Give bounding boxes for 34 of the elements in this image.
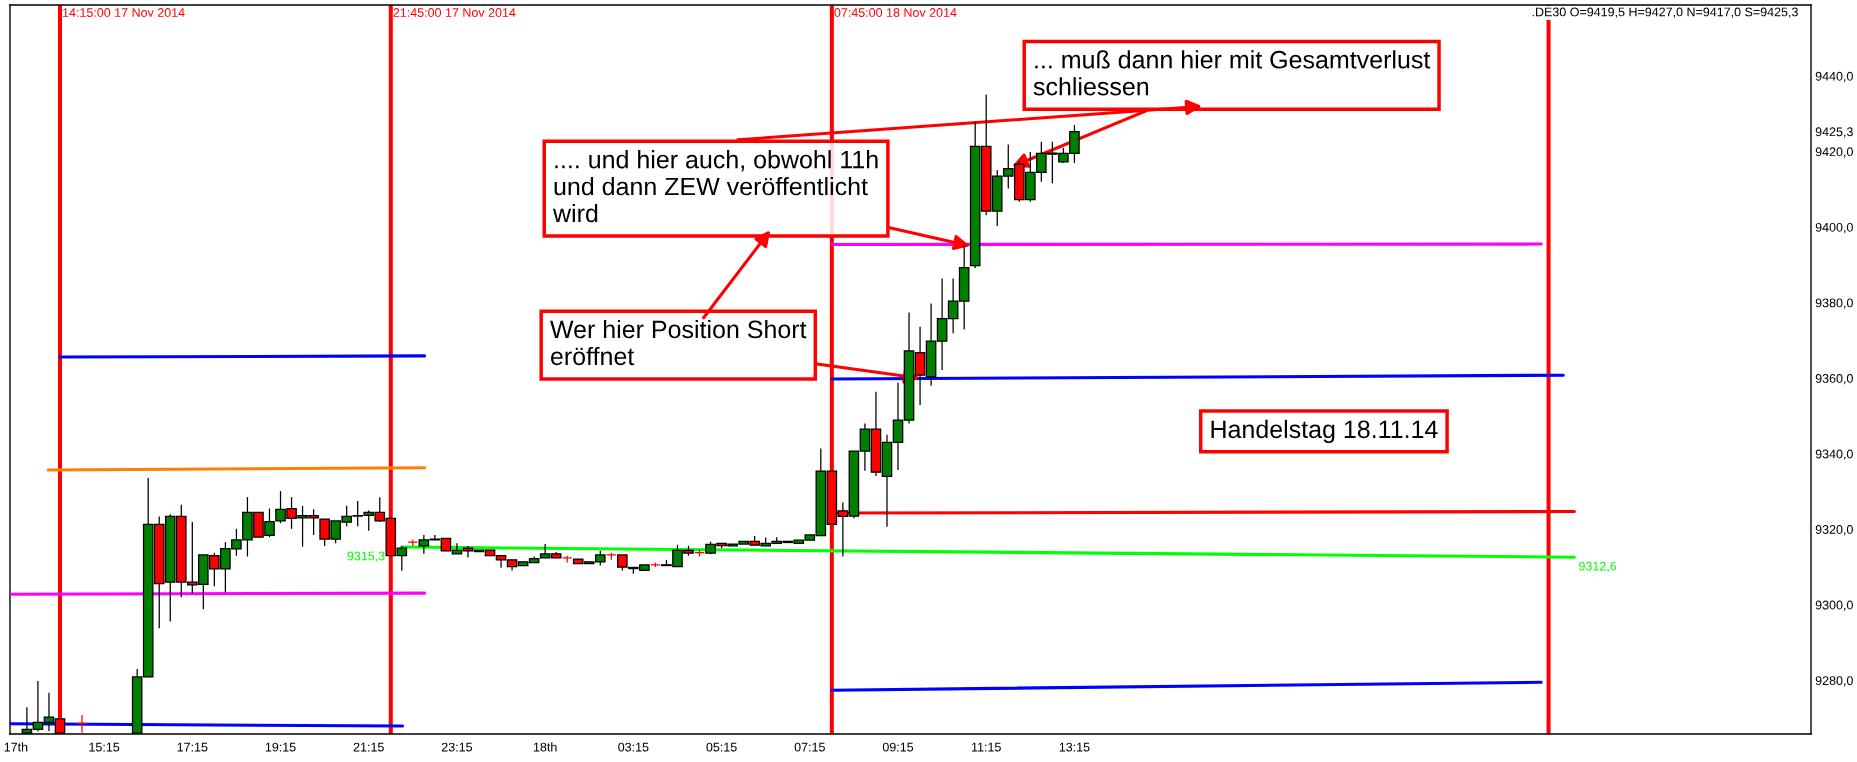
x-tick-label: 17th [4,742,28,752]
x-tick-label: 11:15 [971,742,1001,752]
x-tick-label: 21:15 [353,742,384,752]
annotation: Wer hier Position Short eröffnet [550,319,807,366]
ref-line-label: 21:45:00 17 Nov 2014 [393,8,516,17]
candlestick [76,714,88,734]
x-tick-label: 15:15 [89,742,120,752]
x-tick-label: 13:15 [1059,742,1090,752]
x-tick-label: 07:15 [794,742,825,752]
x-tick-label: 03:15 [618,742,649,752]
x-tick-label: 17:15 [177,742,208,752]
annotation: .DE30 O=9419,5 H=9427,0 N=9417,0 S=9425,3 [1532,7,1798,18]
y-tick-label: 9300,0 [1815,600,1853,611]
x-tick-label: 18th [533,742,557,752]
ref-line-label: 14:15:00 17 Nov 2014 [63,8,185,17]
annotation: .... und hier auch, obwohl 11h und dann ZEW veröffentlicht wird [552,150,878,223]
x-tick-label: 19:15 [265,742,296,752]
y-tick-label: 9420,0 [1815,147,1853,158]
y-tick-label: 9360,0 [1815,373,1853,385]
y-tick-label: 9440,0 [1815,71,1853,83]
y-tick-label: 9425,3 [1815,127,1853,138]
x-tick-label: 23:15 [441,742,473,752]
x-tick-label: 09:15 [882,742,914,752]
data-label: 9315,3 [347,551,385,562]
y-tick-label: 9340,0 [1815,449,1853,460]
annotation: Handelstag 18.11.14 [1211,419,1438,444]
y-tick-label: 9400,0 [1815,222,1853,234]
data-label: 9312,6 [1579,561,1617,573]
ref-line-label: 07:45:00 18 Nov 2014 [834,8,957,17]
y-tick-label: 9380,0 [1815,298,1853,309]
annotation: ... muß dann hier mit Gesamtverlust schliessen [1033,50,1431,96]
y-tick-label: 9280,0 [1815,676,1853,687]
y-tick-label: 9320,0 [1815,525,1853,536]
x-tick-label: 05:15 [706,742,737,752]
